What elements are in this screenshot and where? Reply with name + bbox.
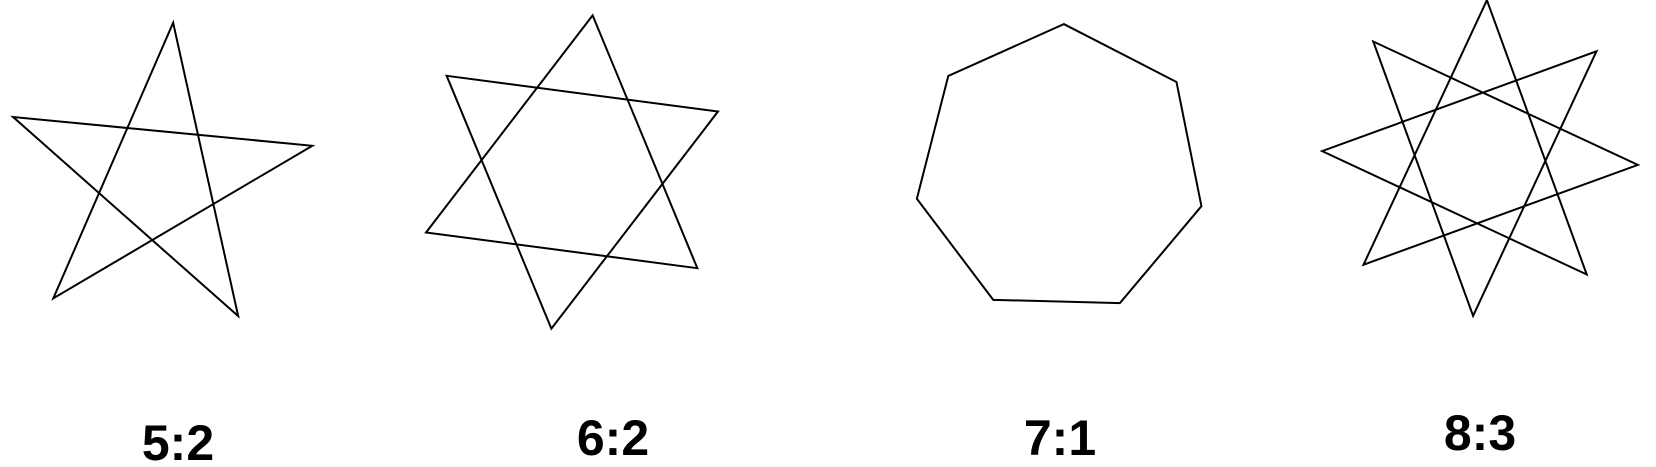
- star-8-3-outline: [1319, 0, 1641, 319]
- star-5-2-label: 5:2: [142, 415, 214, 467]
- star-group-6-2: 6:2: [424, 13, 720, 466]
- heptagon-7-1-outline: [915, 22, 1203, 305]
- star-group-7-1: 7:1: [915, 22, 1203, 466]
- star-8-3-label: 8:3: [1444, 405, 1516, 461]
- star-6-2-label: 6:2: [577, 410, 649, 466]
- star-group-8-3: 8:3: [1319, 0, 1641, 461]
- star-6-2-outline: [424, 13, 720, 331]
- star-group-5-2: 5:2: [10, 19, 316, 467]
- heptagon-7-1-label: 7:1: [1024, 410, 1096, 466]
- star-5-2-outline: [10, 19, 316, 319]
